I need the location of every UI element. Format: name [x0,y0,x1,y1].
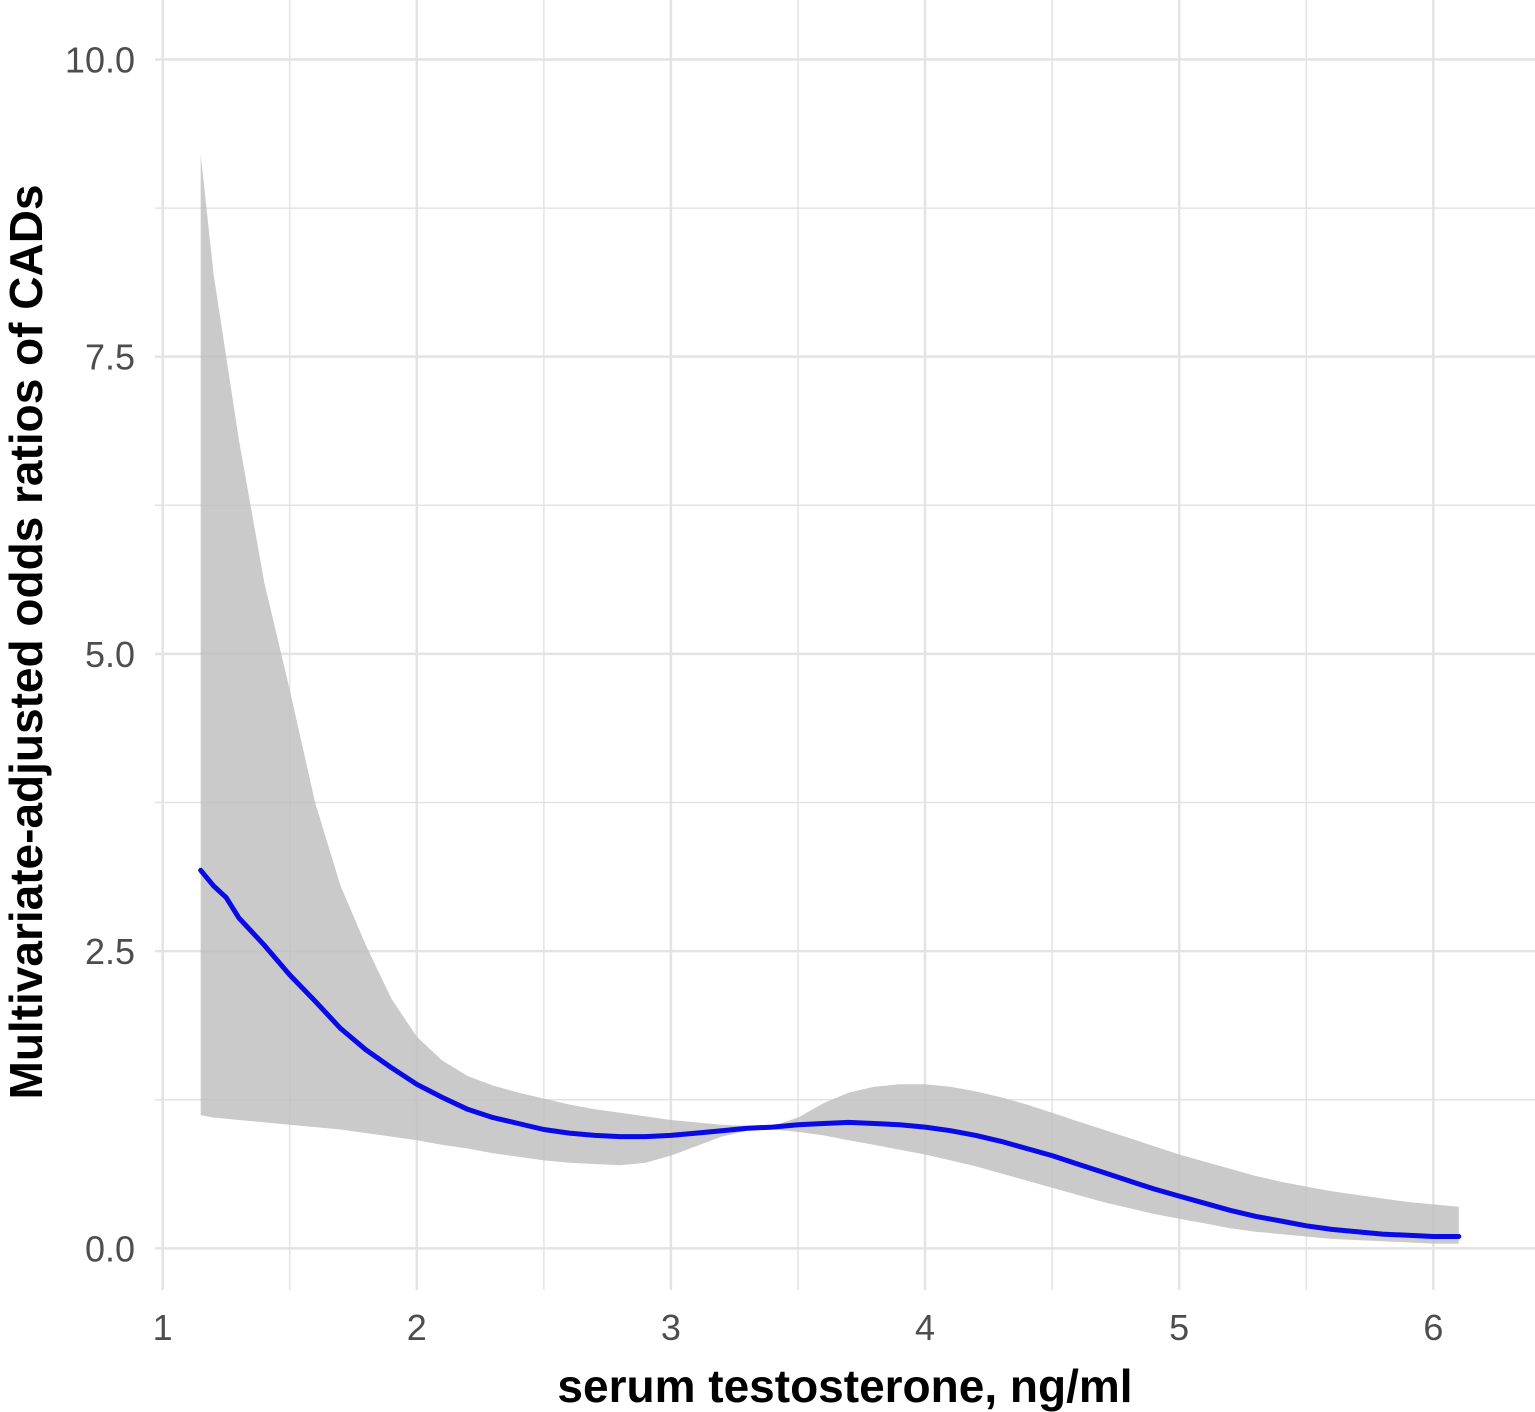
y-tick-label: 10.0 [65,39,135,80]
y-tick-labels: 0.0 2.5 5.0 7.5 10.0 [65,39,135,1269]
y-tick-label: 2.5 [85,931,135,972]
y-tick-label: 5.0 [85,634,135,675]
x-tick-label: 2 [407,1307,427,1348]
x-tick-label: 4 [915,1307,935,1348]
y-tick-label: 0.0 [85,1228,135,1269]
major-gridlines [155,0,1535,1290]
x-tick-label: 3 [661,1307,681,1348]
x-axis-title: serum testosterone, ng/ml [557,1360,1132,1412]
fitted-curve-layer [198,867,1462,1239]
x-tick-label: 5 [1169,1307,1189,1348]
x-tick-label: 1 [153,1307,173,1348]
x-tick-labels: 1 2 3 4 5 6 [153,1307,1444,1348]
confidence-band [200,154,1459,1244]
odds-ratio-line [198,867,1462,1239]
x-tick-label: 6 [1423,1307,1443,1348]
y-tick-label: 7.5 [85,337,135,378]
y-axis-title: Multivariate-adjusted odds ratios of CAD… [0,184,52,1099]
confidence-band-layer [200,154,1459,1244]
